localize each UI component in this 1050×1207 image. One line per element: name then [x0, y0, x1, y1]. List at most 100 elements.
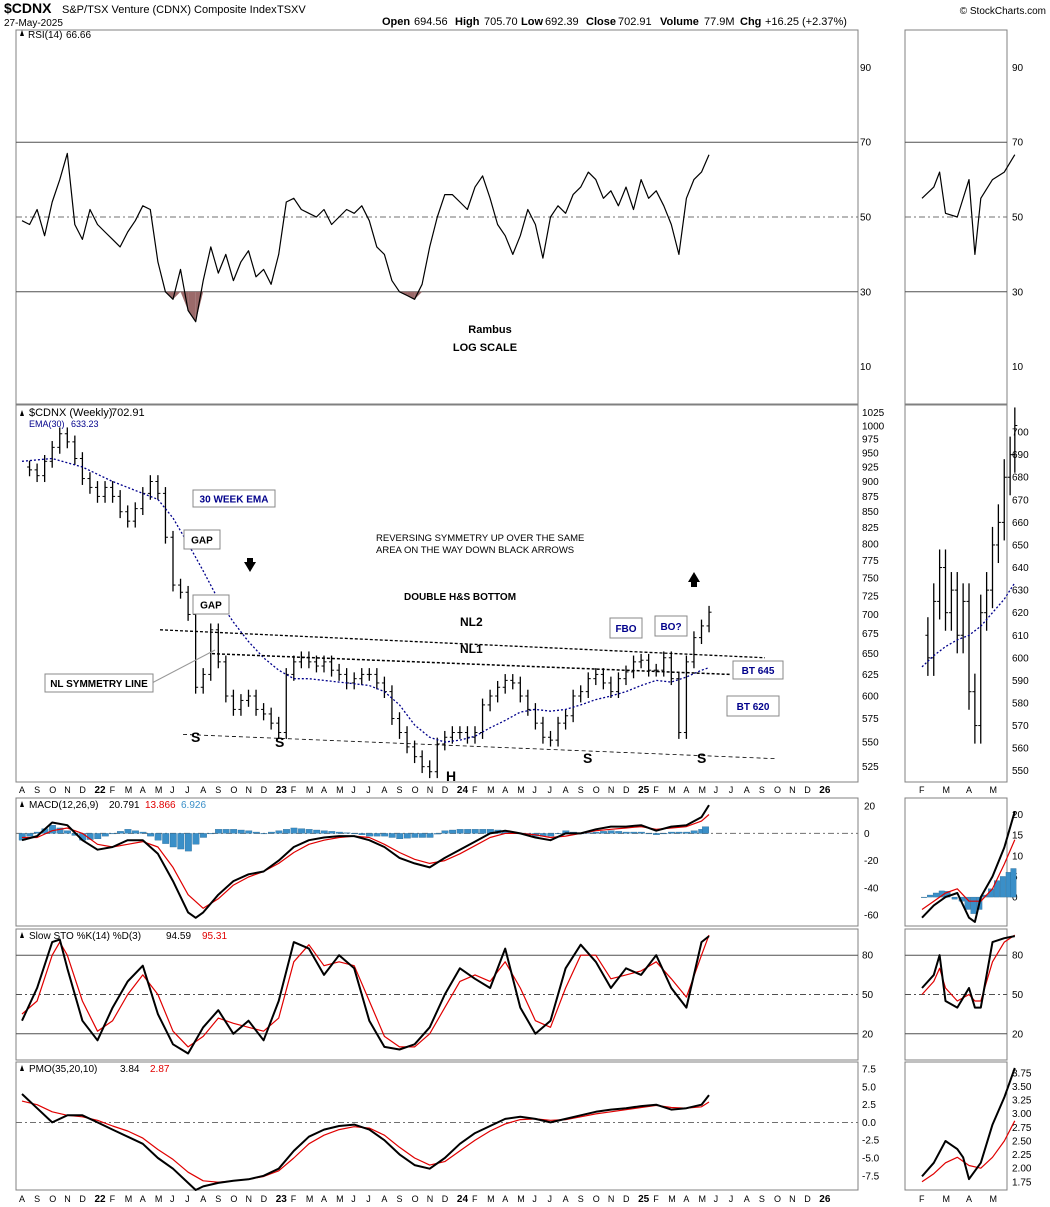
side-macd-hist-bar — [921, 896, 927, 898]
pmo-signal-line — [21, 1100, 710, 1183]
rsi-tick: 90 — [860, 63, 872, 74]
macd-hist-bar — [702, 826, 709, 834]
macd-hist-bar — [200, 833, 207, 838]
fbo-callout-box — [609, 617, 643, 639]
side-rsi-tick: 10 — [1012, 362, 1024, 373]
x-axis-label: F — [472, 785, 478, 795]
macd-hist-bar — [464, 829, 472, 834]
side-rsi-tick: 50 — [1012, 213, 1024, 224]
high-label: High — [455, 16, 480, 28]
side-pmo-tick: 3.25 — [1012, 1096, 1032, 1107]
x-axis-label: S — [34, 1194, 40, 1204]
pmo-tick: 7.5 — [862, 1065, 876, 1076]
x-axis-label: S — [578, 1194, 584, 1204]
rsi-legend-marker — [20, 30, 24, 36]
x-axis-label: S — [215, 1194, 221, 1204]
macd-hist-bar — [177, 833, 185, 850]
rsi-tick: 50 — [860, 213, 872, 224]
side-price-tick: 650 — [1012, 540, 1029, 551]
x-axis-label: M — [517, 1194, 525, 1204]
side-pmo-tick: 2.50 — [1012, 1136, 1032, 1147]
x-axis-label: N — [427, 1194, 434, 1204]
price-tick: 625 — [862, 670, 879, 681]
x-axis-label: F — [653, 785, 659, 795]
macd-hist-bar — [426, 833, 434, 838]
low-value: 692.39 — [545, 16, 579, 28]
x-axis-label: D — [442, 1194, 449, 1204]
macd-hist-bar — [283, 829, 290, 834]
rsi-tick: 30 — [860, 287, 872, 298]
macd-hist-bar — [109, 833, 117, 835]
side-x-axis-label: F — [919, 785, 925, 795]
side-x-axis-label: M — [990, 1194, 998, 1204]
ema30-line — [21, 457, 710, 743]
bt645-callout-box — [732, 660, 784, 680]
macd-hist-bar — [403, 833, 411, 839]
x-axis-label: J — [729, 1194, 734, 1204]
macd-hist-bar — [207, 833, 215, 835]
x-axis-label: A — [321, 1194, 327, 1204]
x-axis-label: A — [140, 1194, 146, 1204]
close-label: Close — [586, 16, 616, 28]
up-arrow-icon — [688, 572, 700, 587]
x-axis-label: S — [578, 785, 584, 795]
macd-hist-bar — [184, 833, 192, 852]
x-axis-label: D — [79, 785, 86, 795]
macd-hist-bar — [320, 830, 328, 834]
side-pmo-tick: 2.00 — [1012, 1164, 1032, 1175]
macd-hist-bar — [154, 833, 162, 841]
x-axis-label: S — [34, 785, 40, 795]
x-axis-label: M — [668, 1194, 676, 1204]
annotations: Rambus LOG SCALE 30 WEEK EMA GAP GAP NL SYMME… — [44, 324, 784, 784]
brand-watermark: © StockCharts.com — [960, 6, 1046, 17]
x-axis-label: J — [729, 785, 734, 795]
macd-hist-bar — [237, 829, 245, 834]
pmo-tick: -7.5 — [862, 1171, 880, 1182]
price-tick: 600 — [862, 692, 879, 703]
side-price-tick: 590 — [1012, 676, 1029, 687]
price-tick: 1025 — [862, 408, 885, 419]
side-price-tick: 660 — [1012, 518, 1029, 529]
x-axis-label: F — [472, 1194, 478, 1204]
symmetry-callout: NL SYMMETRY LINE — [50, 679, 148, 690]
price-tick: 675 — [862, 629, 879, 640]
ema-legend-value: 633.23 — [71, 419, 99, 429]
x-axis-label: M — [155, 785, 163, 795]
x-axis-label: A — [19, 785, 25, 795]
macd-hist-bar — [351, 833, 358, 835]
reversing-line-2: AREA ON THE WAY DOWN BLACK ARROWS — [376, 545, 574, 556]
x-axis-label: J — [548, 1194, 553, 1204]
side-ema-line — [921, 582, 1016, 668]
macd-hist-bar — [132, 830, 139, 834]
rsi-oversold-fill — [414, 291, 423, 300]
pmo-tick: 0.0 — [862, 1118, 876, 1129]
close-value: 702.91 — [618, 16, 652, 28]
low-label: Low — [521, 16, 543, 28]
x-axis-label: N — [64, 785, 71, 795]
side-frame-pmo — [904, 1061, 1008, 1191]
x-axis-label: A — [563, 785, 569, 795]
x-axis-label: A — [381, 1194, 387, 1204]
macd-hist-bar — [554, 833, 562, 835]
side-price-tick: 680 — [1012, 473, 1029, 484]
macd-hist-bar — [290, 827, 298, 834]
x-axis-label: M — [155, 1194, 163, 1204]
x-axis-label: 25 — [638, 785, 650, 796]
down-arrow-icon — [244, 558, 256, 572]
side-macd-hist-bar — [970, 896, 977, 914]
price-tick: 525 — [862, 762, 879, 773]
pmo-line — [21, 1093, 710, 1191]
macd-hist-bar — [366, 833, 373, 837]
x-axis-label: M — [699, 785, 707, 795]
sto-k-line — [21, 935, 710, 1055]
x-axis-label: O — [593, 1194, 600, 1204]
x-axis-label: A — [19, 1194, 25, 1204]
macd-hist-bar — [388, 833, 396, 838]
shoulder-3: S — [583, 750, 592, 766]
price-tick: 750 — [862, 573, 879, 584]
macd-hist-bar — [94, 833, 102, 840]
rsi-tick: 70 — [860, 138, 872, 149]
pmo-tick: 2.5 — [862, 1100, 876, 1111]
x-axis-label: O — [49, 785, 56, 795]
side-price-tick: 640 — [1012, 563, 1029, 574]
